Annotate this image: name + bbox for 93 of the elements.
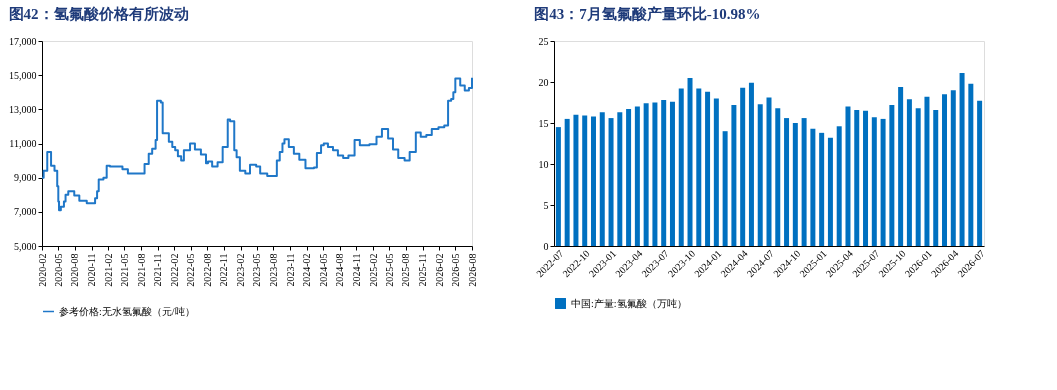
x-tick-label: 2026-08 (466, 253, 478, 287)
bar (573, 114, 579, 246)
y-tick-label: 17,000 (9, 35, 37, 47)
x-tick-label: 2023-11 (284, 253, 296, 287)
bar (696, 88, 702, 246)
bar (827, 137, 833, 246)
bar (766, 97, 772, 246)
bar (757, 104, 763, 246)
bar (748, 82, 754, 246)
x-tick-label: 2024-02 (301, 253, 313, 287)
bar (819, 132, 825, 246)
legend-label: 中国:产量:氢氟酸（万吨） (571, 297, 687, 309)
bar (924, 96, 930, 246)
y-tick-label: 7,000 (14, 206, 37, 218)
x-tick-label: 2023-08 (267, 253, 279, 287)
bar (854, 109, 860, 246)
bar (784, 118, 790, 246)
bar (871, 117, 877, 246)
y-tick-label: 9,000 (14, 172, 37, 184)
bar (968, 83, 974, 246)
y-tick-label: 11,000 (9, 138, 37, 149)
bar (933, 109, 939, 246)
bar (678, 88, 684, 246)
bar (731, 104, 737, 246)
bar (906, 99, 912, 246)
bar (564, 118, 570, 246)
x-tick-label: 2026-05 (449, 253, 461, 287)
x-tick-label: 2021-02 (102, 253, 114, 287)
bar (608, 118, 614, 246)
y-tick-label: 20 (538, 76, 549, 88)
bar (590, 116, 596, 246)
y-tick-label: 15,000 (9, 69, 37, 81)
bar (626, 109, 632, 246)
x-tick-label: 2021-08 (135, 253, 147, 287)
bar (898, 86, 904, 246)
y-tick-label: 5 (543, 199, 549, 211)
x-tick-label: 2024-11 (350, 253, 362, 287)
bar (643, 103, 649, 246)
bar (950, 90, 956, 246)
x-tick-label: 2020-08 (69, 253, 81, 287)
x-tick-label: 2022-08 (201, 253, 213, 287)
bar (801, 118, 807, 246)
bar (705, 91, 711, 246)
y-tick-label: 0 (543, 240, 549, 252)
chart-title: 图43：7月氢氟酸产量环比-10.98% (534, 6, 761, 22)
x-tick-label: 2025-08 (400, 253, 412, 287)
bar (652, 102, 658, 246)
bar (687, 77, 693, 246)
x-tick-label: 2021-05 (118, 253, 130, 287)
x-tick-label: 2024-05 (317, 253, 329, 287)
x-tick-label: 2023-05 (251, 253, 263, 287)
x-tick-label: 2025-05 (383, 253, 395, 287)
bar (959, 72, 965, 246)
bar (555, 127, 561, 246)
bar (889, 104, 895, 246)
bar (915, 108, 921, 246)
x-tick-label: 2022-11 (218, 253, 230, 287)
x-tick-label: 2024-08 (334, 253, 346, 287)
x-tick-label: 2026-02 (433, 253, 445, 287)
x-tick-label: 2022-02 (168, 253, 180, 287)
x-tick-label: 2020-02 (36, 253, 48, 287)
y-tick-label: 10 (538, 158, 549, 170)
bar (722, 131, 728, 246)
bar (836, 126, 842, 246)
bar (669, 101, 675, 246)
bar (634, 106, 640, 246)
bar (863, 110, 869, 246)
x-tick-label: 2020-11 (86, 253, 98, 287)
bar (775, 108, 781, 246)
y-tick-label: 5,000 (14, 240, 37, 252)
bar (792, 123, 798, 246)
x-tick-label: 2021-11 (152, 253, 164, 287)
x-tick-label: 2023-02 (235, 253, 247, 287)
bar (599, 112, 605, 246)
bar (740, 87, 746, 246)
y-tick-label: 13,000 (9, 103, 37, 115)
x-tick-label: 2025-11 (417, 253, 429, 287)
bar (880, 118, 886, 246)
bar (942, 94, 948, 246)
y-tick-label: 25 (538, 35, 549, 47)
bar (661, 100, 667, 246)
bar (845, 106, 851, 246)
bar (617, 112, 623, 246)
x-tick-label: 2025-02 (367, 253, 379, 287)
bar (582, 115, 588, 246)
bar (713, 98, 719, 246)
bar (810, 128, 816, 246)
bar (977, 100, 983, 246)
x-tick-label: 2022-05 (185, 253, 197, 287)
x-tick-label: 2020-05 (52, 253, 64, 287)
y-tick-label: 15 (538, 117, 549, 129)
legend-label: 参考价格:无水氢氟酸（元/吨） (59, 305, 195, 317)
chart-title: 图42：氢氟酸价格有所波动 (8, 6, 189, 22)
